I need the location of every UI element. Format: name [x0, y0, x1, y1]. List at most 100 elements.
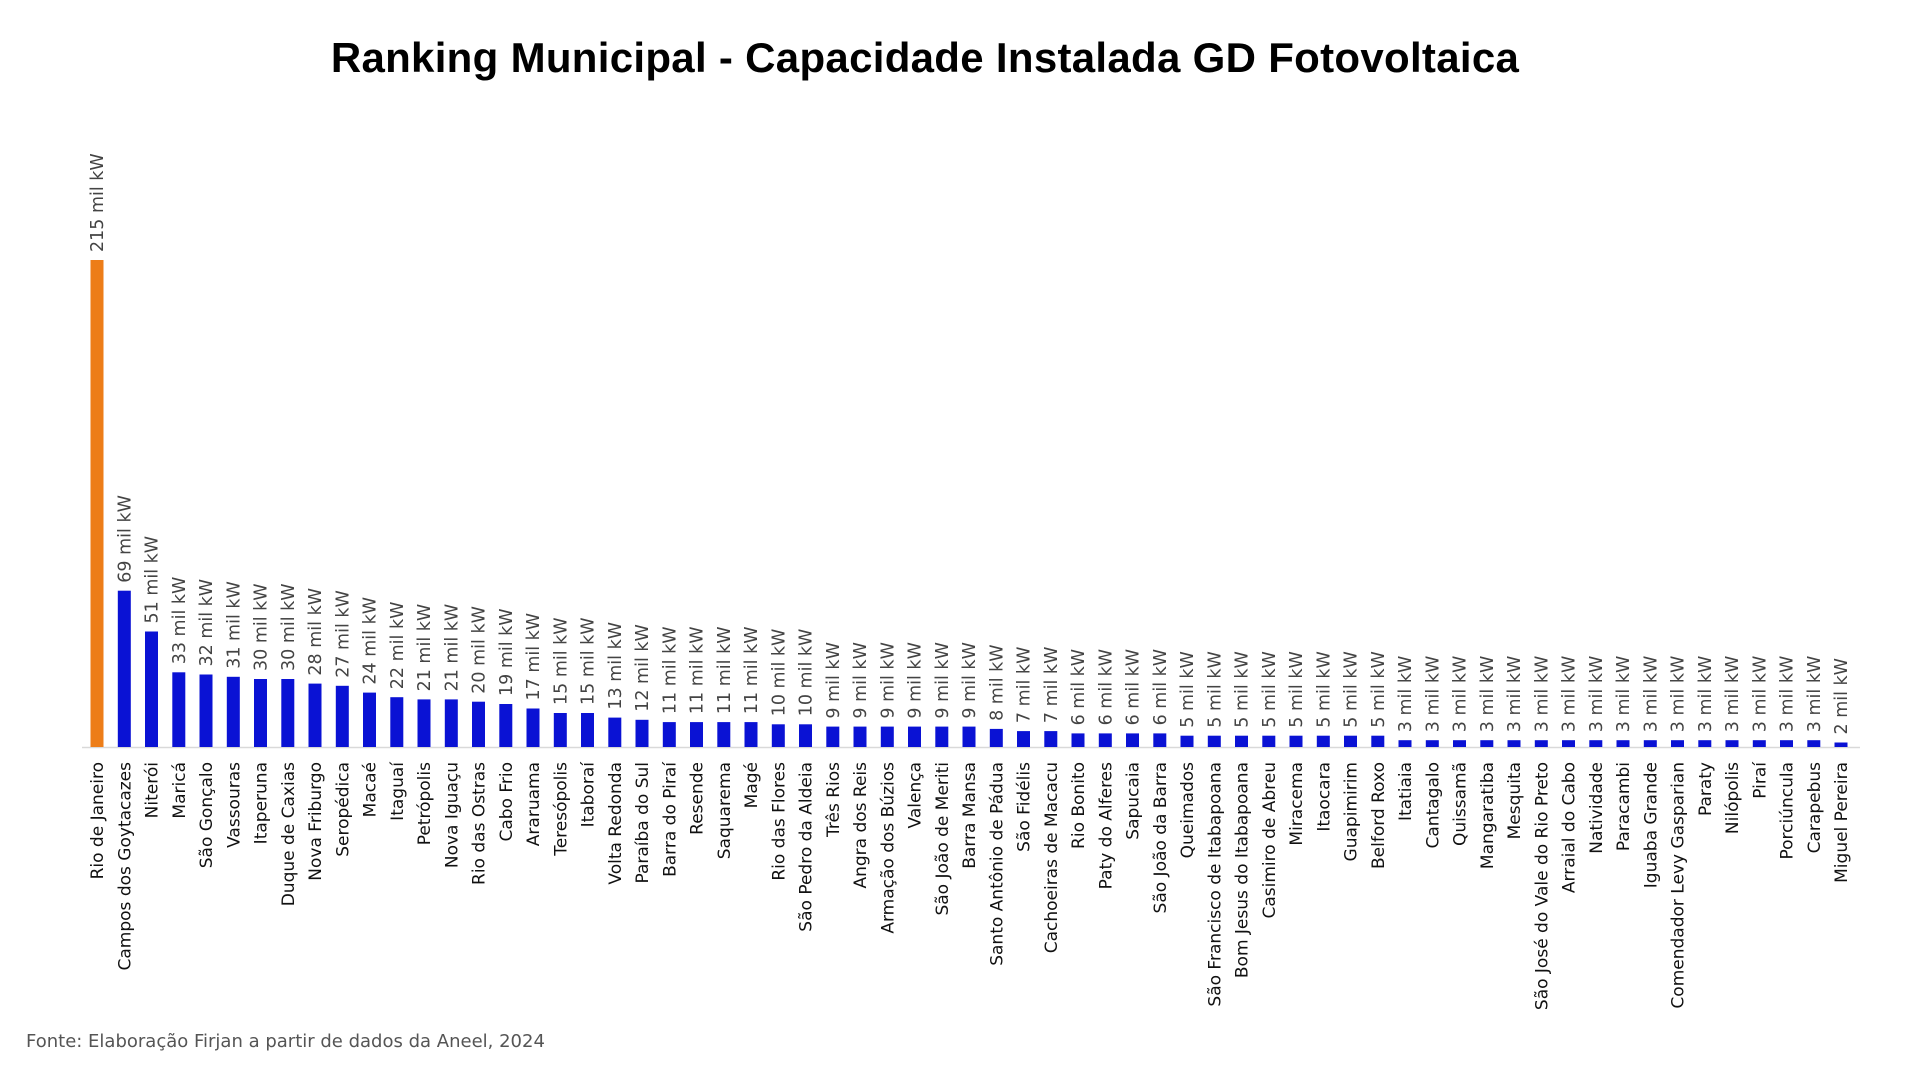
- bar-58: [1671, 740, 1684, 747]
- bar-37: [1098, 733, 1112, 747]
- category-label-18: Itaboraí: [579, 761, 599, 828]
- category-label-8: Nova Friburgo: [306, 762, 326, 881]
- data-label-55: 3 mil kW: [1587, 656, 1607, 732]
- data-label-3: 33 mil kW: [170, 577, 190, 665]
- category-label-47: Belford Roxo: [1369, 762, 1389, 869]
- category-label-25: Rio das Flores: [769, 762, 789, 881]
- data-label-5: 31 mil kW: [224, 581, 244, 669]
- bar-47: [1371, 735, 1385, 747]
- bar-17: [553, 713, 567, 747]
- category-label-43: Casimiro de Abreu: [1260, 762, 1280, 919]
- bar-20: [635, 719, 649, 747]
- data-label-25: 10 mil kW: [769, 629, 789, 717]
- data-label-24: 11 mil kW: [742, 626, 762, 714]
- category-label-10: Macaé: [361, 762, 381, 817]
- category-label-13: Nova Iguaçu: [442, 762, 462, 868]
- data-label-12: 21 mil kW: [415, 604, 435, 692]
- category-label-54: Arraial do Cabo: [1560, 762, 1580, 893]
- category-label-32: Barra Mansa: [960, 762, 980, 869]
- category-label-29: Armação dos Búzios: [878, 762, 898, 934]
- bar-59: [1698, 740, 1712, 747]
- data-label-62: 3 mil kW: [1778, 656, 1798, 732]
- bar-60: [1725, 740, 1739, 747]
- bar-31: [935, 726, 949, 747]
- category-label-56: Paracambi: [1614, 762, 1634, 851]
- category-label-52: Mesquita: [1505, 762, 1525, 839]
- data-label-4: 32 mil kW: [197, 579, 217, 667]
- bar-16: [526, 708, 540, 747]
- data-label-44: 5 mil kW: [1287, 651, 1307, 727]
- data-label-33: 8 mil kW: [987, 644, 1007, 720]
- bar-22: [690, 722, 703, 747]
- data-label-23: 11 mil kW: [715, 626, 735, 714]
- bar-42: [1235, 735, 1248, 747]
- data-label-39: 6 mil kW: [1151, 649, 1171, 725]
- bar-43: [1262, 735, 1276, 747]
- category-label-19: Volta Redonda: [606, 762, 626, 885]
- bar-10: [363, 692, 376, 747]
- data-label-17: 15 mil kW: [551, 617, 571, 705]
- category-label-31: São João de Meriti: [933, 762, 953, 916]
- bar-15: [499, 704, 513, 747]
- bar-55: [1589, 740, 1603, 747]
- category-label-37: Paty do Alferes: [1096, 762, 1116, 890]
- category-label-16: Araruama: [524, 762, 544, 846]
- data-label-60: 3 mil kW: [1723, 656, 1743, 732]
- chart-title: Ranking Municipal - Capacidade Instalada…: [330, 34, 1520, 81]
- data-label-56: 3 mil kW: [1614, 656, 1634, 732]
- data-label-27: 9 mil kW: [824, 642, 844, 718]
- category-label-34: São Fidélis: [1015, 762, 1035, 852]
- data-label-64: 2 mil kW: [1832, 658, 1852, 734]
- data-label-1: 69 mil kW: [115, 495, 135, 583]
- category-label-24: Magé: [742, 762, 762, 808]
- category-label-57: Iguaba Grande: [1641, 762, 1661, 888]
- category-label-55: Natividade: [1587, 762, 1607, 854]
- category-label-44: Miracema: [1287, 762, 1307, 846]
- data-label-37: 6 mil kW: [1096, 649, 1116, 725]
- category-label-48: Itatiaia: [1396, 762, 1416, 821]
- source-note: Fonte: Elaboração Firjan a partir de dad…: [26, 1031, 545, 1052]
- data-label-30: 9 mil kW: [906, 642, 926, 718]
- category-label-64: Miguel Pereira: [1832, 762, 1852, 883]
- category-label-51: Mangaratiba: [1478, 762, 1498, 869]
- category-label-49: Cantagalo: [1423, 762, 1443, 848]
- category-label-23: Saquarema: [715, 762, 735, 859]
- data-label-41: 5 mil kW: [1205, 651, 1225, 727]
- bar-48: [1398, 740, 1412, 747]
- category-label-46: Guapimirim: [1342, 762, 1362, 861]
- category-label-27: Três Rios: [824, 762, 844, 838]
- data-labels-group: 215 mil kW 69 mil kW 51 mil kW 33 mil kW 32 …: [88, 153, 1852, 734]
- bar-53: [1534, 740, 1548, 747]
- bar-49: [1425, 740, 1439, 747]
- category-label-2: Niterói: [143, 762, 163, 818]
- bar-7: [281, 679, 295, 747]
- category-label-28: Angra dos Reis: [851, 762, 871, 889]
- bar-32: [962, 726, 976, 747]
- data-label-46: 5 mil kW: [1342, 651, 1362, 727]
- bar-54: [1562, 740, 1575, 747]
- category-label-50: Quissamã: [1451, 762, 1471, 846]
- bar-26: [799, 724, 812, 747]
- category-label-60: Nilópolis: [1723, 762, 1743, 834]
- bar-46: [1344, 735, 1357, 747]
- data-label-18: 15 mil kW: [579, 617, 599, 705]
- category-label-40: Queimados: [1178, 762, 1198, 859]
- bar-56: [1616, 740, 1630, 747]
- bar-11: [390, 697, 404, 747]
- bar-5: [226, 676, 240, 747]
- data-label-21: 11 mil kW: [660, 626, 680, 714]
- data-label-6: 30 mil kW: [252, 583, 272, 671]
- category-label-62: Porciúncula: [1778, 762, 1798, 860]
- category-label-42: Bom Jesus do Itabapoana: [1233, 762, 1253, 978]
- bar-41: [1207, 735, 1221, 747]
- bar-2: [145, 631, 158, 747]
- category-label-26: São Pedro da Aldeia: [797, 762, 817, 932]
- data-label-28: 9 mil kW: [851, 642, 871, 718]
- category-label-53: São José do Vale do Rio Preto: [1532, 762, 1552, 1010]
- bar-45: [1316, 735, 1330, 747]
- bar-18: [581, 713, 594, 747]
- data-label-36: 6 mil kW: [1069, 649, 1089, 725]
- data-label-54: 3 mil kW: [1560, 656, 1580, 732]
- data-label-15: 19 mil kW: [497, 608, 517, 696]
- data-label-50: 3 mil kW: [1451, 656, 1471, 732]
